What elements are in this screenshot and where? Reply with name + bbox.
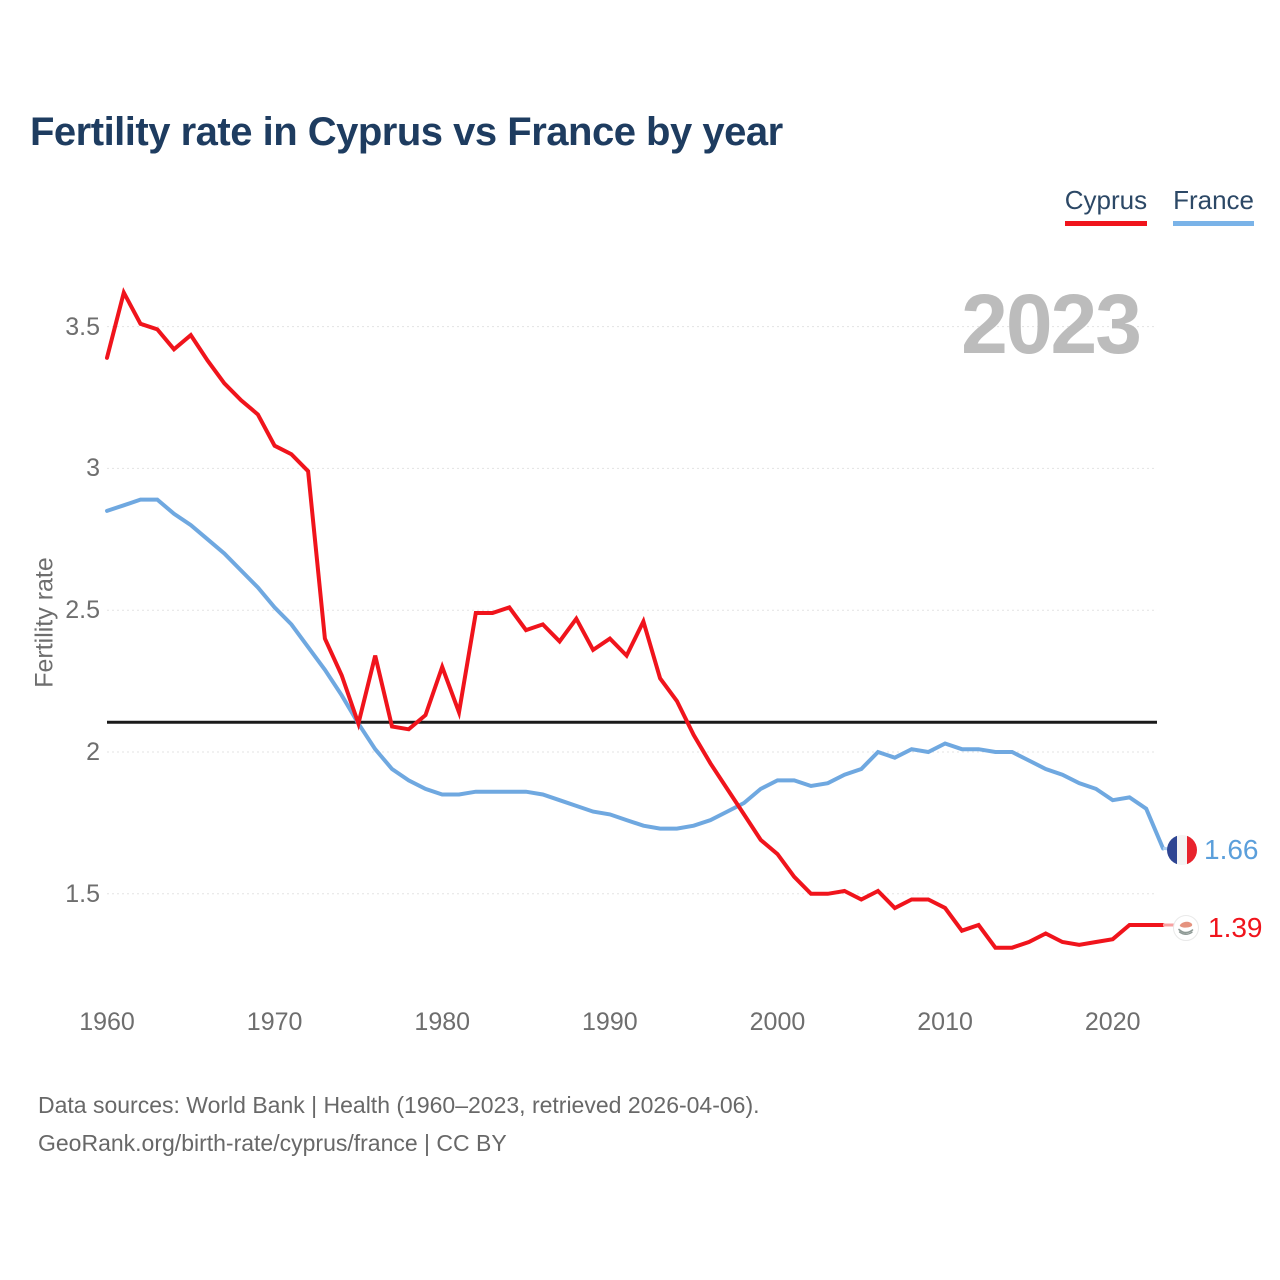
- france-flag-icon: [1167, 835, 1197, 865]
- legend-item-france[interactable]: France: [1173, 185, 1254, 226]
- end-label-cyprus: 1.39: [1173, 912, 1263, 944]
- series-line-france: [105, 497, 1165, 851]
- x-tick-label: 1960: [79, 1008, 135, 1036]
- y-tick-label: 3.5: [65, 312, 100, 341]
- plot-area: 2023: [105, 277, 1175, 950]
- y-tick-label: 2: [86, 738, 100, 766]
- x-tick-label: 1970: [246, 1008, 303, 1036]
- y-tick-label: 1.5: [65, 879, 100, 908]
- legend-label-france: France: [1173, 185, 1254, 215]
- legend-item-cyprus[interactable]: Cyprus: [1064, 185, 1148, 226]
- legend-label-cyprus: Cyprus: [1064, 185, 1148, 215]
- cyprus-latest-value: 1.39: [1208, 912, 1263, 943]
- x-tick-label: 2010: [917, 1008, 973, 1036]
- cyprus-flag-icon: [1173, 915, 1199, 941]
- page-title: Fertility rate in Cyprus vs France by ye…: [30, 110, 783, 154]
- footer: Data sources: World Bank | Health (1960–…: [38, 1086, 760, 1162]
- y-tick-label: 3: [86, 454, 100, 483]
- x-tick-label: 2020: [1084, 1008, 1141, 1036]
- footer-sources-line: Data sources: World Bank | Health (1960–…: [38, 1092, 760, 1118]
- y-tick-label: 2.5: [65, 596, 100, 625]
- x-tick-label: 1980: [414, 1008, 471, 1036]
- watermark-year: 2023: [961, 277, 1140, 371]
- france-latest-value: 1.66: [1204, 834, 1259, 865]
- legend: Cyprus France: [1064, 185, 1254, 226]
- x-tick-label: 2000: [749, 1008, 806, 1036]
- x-tick-label: 1990: [582, 1008, 638, 1036]
- end-label-france: 1.66: [1167, 834, 1259, 866]
- series-line-cyprus: [105, 287, 1165, 950]
- footer-attribution-line: GeoRank.org/birth-rate/cyprus/france | C…: [38, 1130, 507, 1156]
